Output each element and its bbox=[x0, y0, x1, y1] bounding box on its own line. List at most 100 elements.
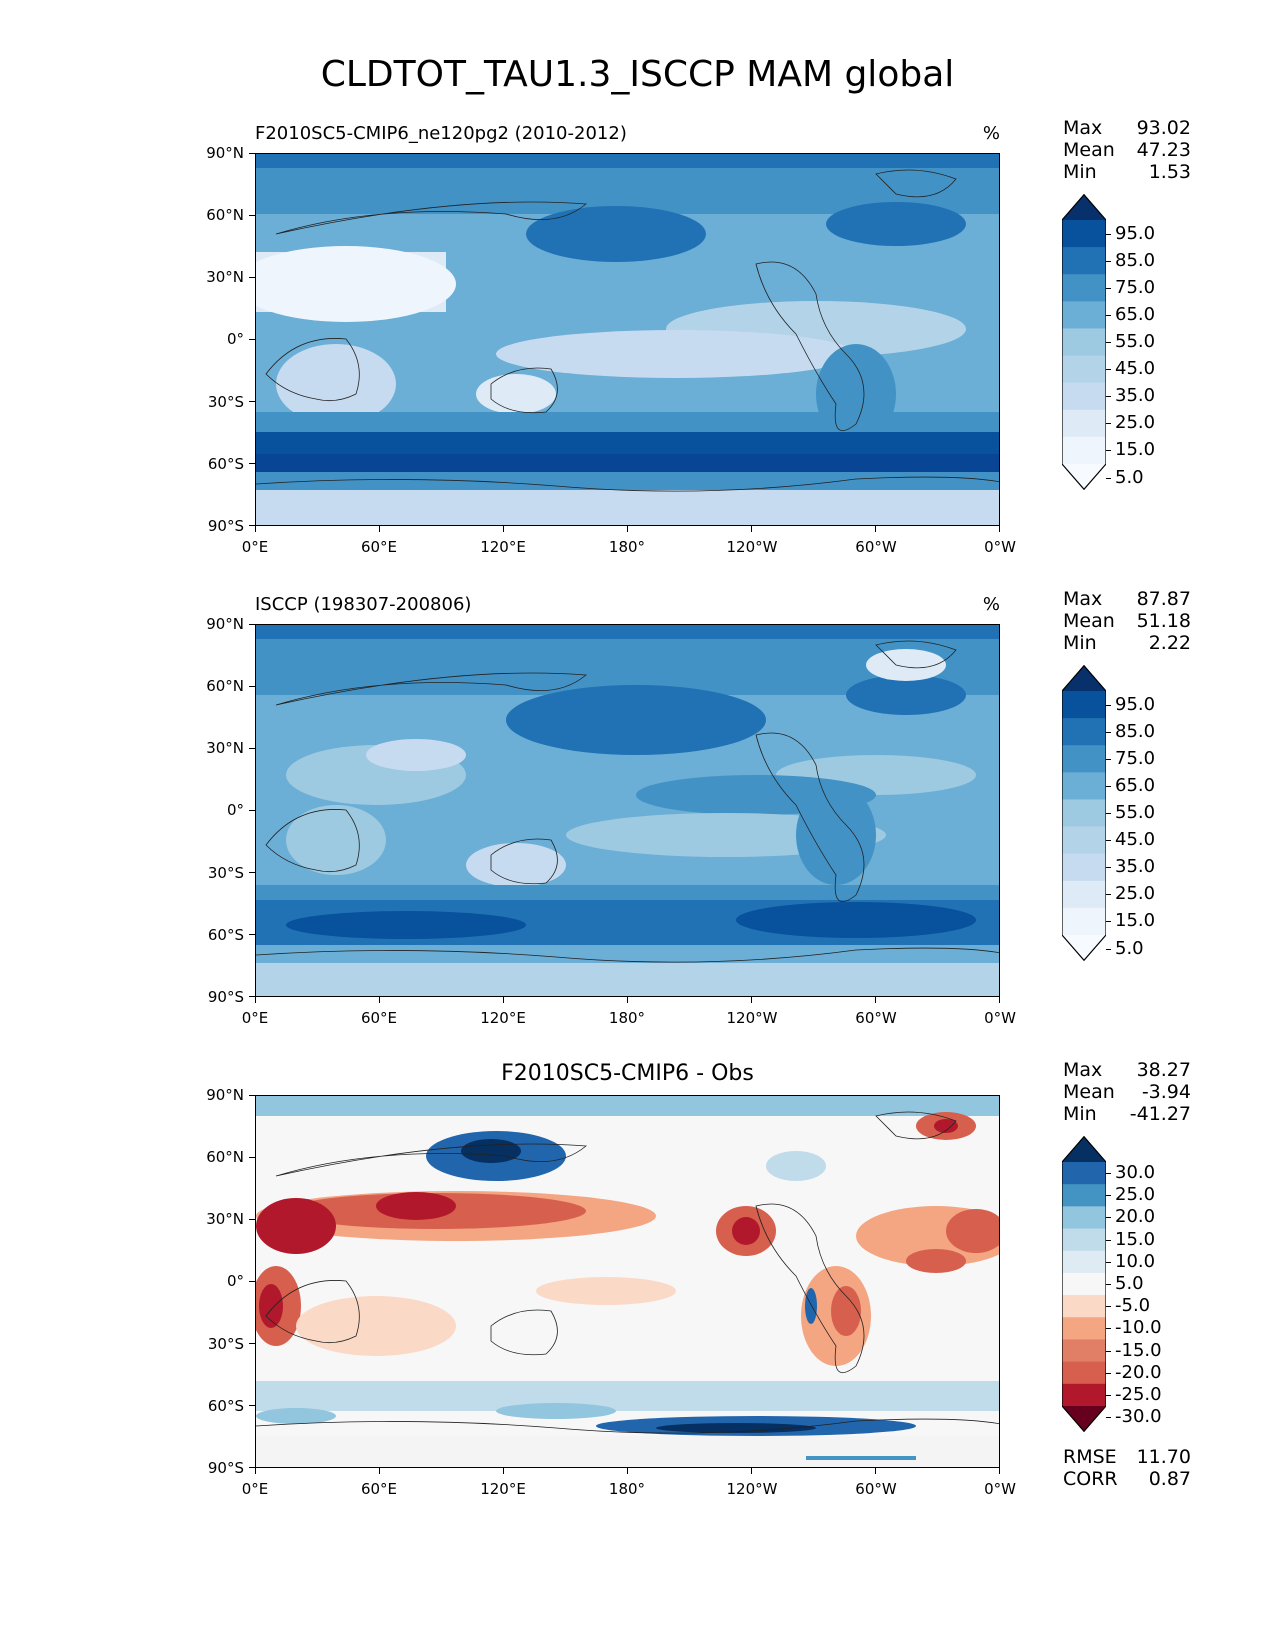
colorbar-tick bbox=[1106, 1261, 1111, 1263]
x-tick-label: 60°W bbox=[855, 1009, 897, 1027]
colorbar-segment bbox=[1062, 355, 1106, 384]
x-tick bbox=[503, 526, 504, 532]
x-tick bbox=[751, 526, 752, 532]
colorbar-label: 5.0 bbox=[1115, 1273, 1144, 1294]
colorbar-segment bbox=[1062, 745, 1106, 773]
panel-obs: ISCCP (198307-200806) % bbox=[0, 0, 1275, 1027]
colorbar-tick bbox=[1106, 1173, 1111, 1175]
colorbar-label: 10.0 bbox=[1115, 1250, 1156, 1272]
y-tick bbox=[249, 686, 255, 687]
colorbar-label: 35.0 bbox=[1115, 385, 1156, 407]
colorbar-label: 35.0 bbox=[1115, 856, 1156, 878]
panel-title: F2010SC5-CMIP6 - Obs bbox=[501, 1061, 754, 1086]
colorbar-tick bbox=[1106, 704, 1111, 706]
x-tick bbox=[379, 526, 380, 532]
stats-box: Max 87.87 Mean 51.18 Min 2.22 bbox=[1063, 588, 1191, 654]
colorbar-label: 15.0 bbox=[1115, 1228, 1156, 1250]
colorbar bbox=[1061, 664, 1107, 965]
y-tick-label: 90°S bbox=[207, 988, 244, 1006]
y-tick bbox=[249, 1157, 255, 1158]
colorbar-label: -15.0 bbox=[1115, 1339, 1162, 1361]
y-tick-label: 30°N bbox=[206, 1210, 244, 1228]
stat-mean: -3.94 bbox=[1141, 1081, 1191, 1103]
colorbar-label: 55.0 bbox=[1115, 802, 1156, 823]
y-tick-label: 60°S bbox=[207, 455, 244, 473]
colorbar-segment bbox=[1062, 799, 1106, 828]
stat-label: Mean bbox=[1063, 139, 1115, 161]
colorbar-extend-min bbox=[1062, 935, 1106, 961]
colorbar-tick bbox=[1106, 921, 1111, 923]
y-tick bbox=[249, 401, 255, 402]
y-tick bbox=[249, 1095, 255, 1096]
colorbar-segment bbox=[1062, 880, 1106, 909]
metric-label: RMSE bbox=[1063, 1446, 1117, 1468]
colorbar-segment bbox=[1062, 718, 1106, 746]
map-plot bbox=[255, 153, 1000, 526]
colorbar-segment bbox=[1062, 1339, 1106, 1363]
stat-min: 2.22 bbox=[1148, 632, 1191, 654]
colorbar-svg bbox=[1061, 664, 1107, 962]
colorbar-label: 75.0 bbox=[1115, 747, 1156, 769]
x-tick-label: 60°E bbox=[360, 1480, 398, 1498]
y-tick bbox=[249, 215, 255, 216]
stat-label: Max bbox=[1063, 1059, 1103, 1081]
colorbar-label: 85.0 bbox=[1115, 720, 1156, 742]
x-tick bbox=[379, 997, 380, 1003]
colorbar-label: -30.0 bbox=[1115, 1406, 1162, 1428]
colorbar-segment bbox=[1062, 247, 1106, 275]
colorbar-label: 45.0 bbox=[1115, 358, 1156, 380]
y-tick-label: 90°S bbox=[207, 1459, 244, 1477]
x-tick bbox=[999, 1468, 1000, 1474]
x-tick bbox=[627, 1468, 628, 1474]
stat-max: 93.02 bbox=[1136, 117, 1191, 139]
x-tick-label: 120°W bbox=[726, 538, 778, 556]
x-tick-label: 120°W bbox=[726, 1480, 778, 1498]
panel-diff: F2010SC5-CMIP6 - Obs bbox=[0, 0, 1275, 1498]
stat-label: Mean bbox=[1063, 610, 1115, 632]
stat-label: Min bbox=[1063, 632, 1097, 654]
colorbar-segment bbox=[1062, 1206, 1106, 1230]
colorbar-tick bbox=[1106, 1217, 1111, 1219]
colorbar-tick bbox=[1106, 948, 1111, 950]
colorbar-segment bbox=[1062, 826, 1106, 855]
units-label: % bbox=[982, 594, 1000, 615]
y-tick-label: 90°N bbox=[206, 144, 244, 162]
panel-model: F2010SC5-CMIP6_ne120pg2 (2010-2012) % bbox=[0, 0, 1275, 556]
colorbar-label: 65.0 bbox=[1115, 774, 1156, 796]
colorbar-label: 5.0 bbox=[1115, 937, 1144, 959]
panel-title: F2010SC5-CMIP6_ne120pg2 (2010-2012) bbox=[255, 123, 627, 144]
stat-max: 87.87 bbox=[1136, 588, 1191, 610]
stat-label: Min bbox=[1063, 161, 1097, 183]
x-tick-label: 0°W bbox=[984, 1480, 1016, 1498]
colorbar-svg bbox=[1061, 193, 1107, 491]
y-tick-label: 30°N bbox=[206, 739, 244, 757]
colorbar-label: 75.0 bbox=[1115, 276, 1156, 298]
x-tick bbox=[255, 526, 256, 532]
stat-mean: 51.18 bbox=[1136, 610, 1191, 632]
x-tick-label: 60°W bbox=[855, 1480, 897, 1498]
colorbar-segment bbox=[1062, 436, 1106, 465]
colorbar-label: 95.0 bbox=[1115, 222, 1156, 244]
y-tick-label: 60°N bbox=[206, 206, 244, 224]
stats-box: Max 38.27 Mean -3.94 Min -41.27 bbox=[1063, 1059, 1191, 1125]
colorbar-tick bbox=[1106, 342, 1111, 343]
colorbar-label: 95.0 bbox=[1115, 693, 1156, 715]
y-tick bbox=[249, 996, 255, 997]
x-tick-label: 60°E bbox=[360, 538, 398, 556]
colorbar-tick bbox=[1106, 731, 1111, 733]
metric-rmse: 11.70 bbox=[1136, 1446, 1191, 1468]
colorbar-label: 65.0 bbox=[1115, 303, 1156, 325]
x-tick-label: 120°W bbox=[726, 1009, 778, 1027]
colorbar-segment bbox=[1062, 1272, 1106, 1296]
x-tick-label: 120°E bbox=[480, 1480, 526, 1498]
colorbar-segment bbox=[1062, 301, 1106, 329]
colorbar-segment bbox=[1062, 1162, 1106, 1185]
colorbar-tick bbox=[1106, 1372, 1111, 1374]
colorbar-tick bbox=[1106, 867, 1111, 869]
x-tick bbox=[999, 526, 1000, 532]
y-tick-label: 60°S bbox=[207, 926, 244, 944]
stats-box: Max 93.02 Mean 47.23 Min 1.53 bbox=[1063, 117, 1191, 183]
colorbar-tick bbox=[1106, 1328, 1111, 1330]
colorbar-tick bbox=[1106, 477, 1111, 479]
y-tick-label: 30°S bbox=[207, 864, 244, 882]
